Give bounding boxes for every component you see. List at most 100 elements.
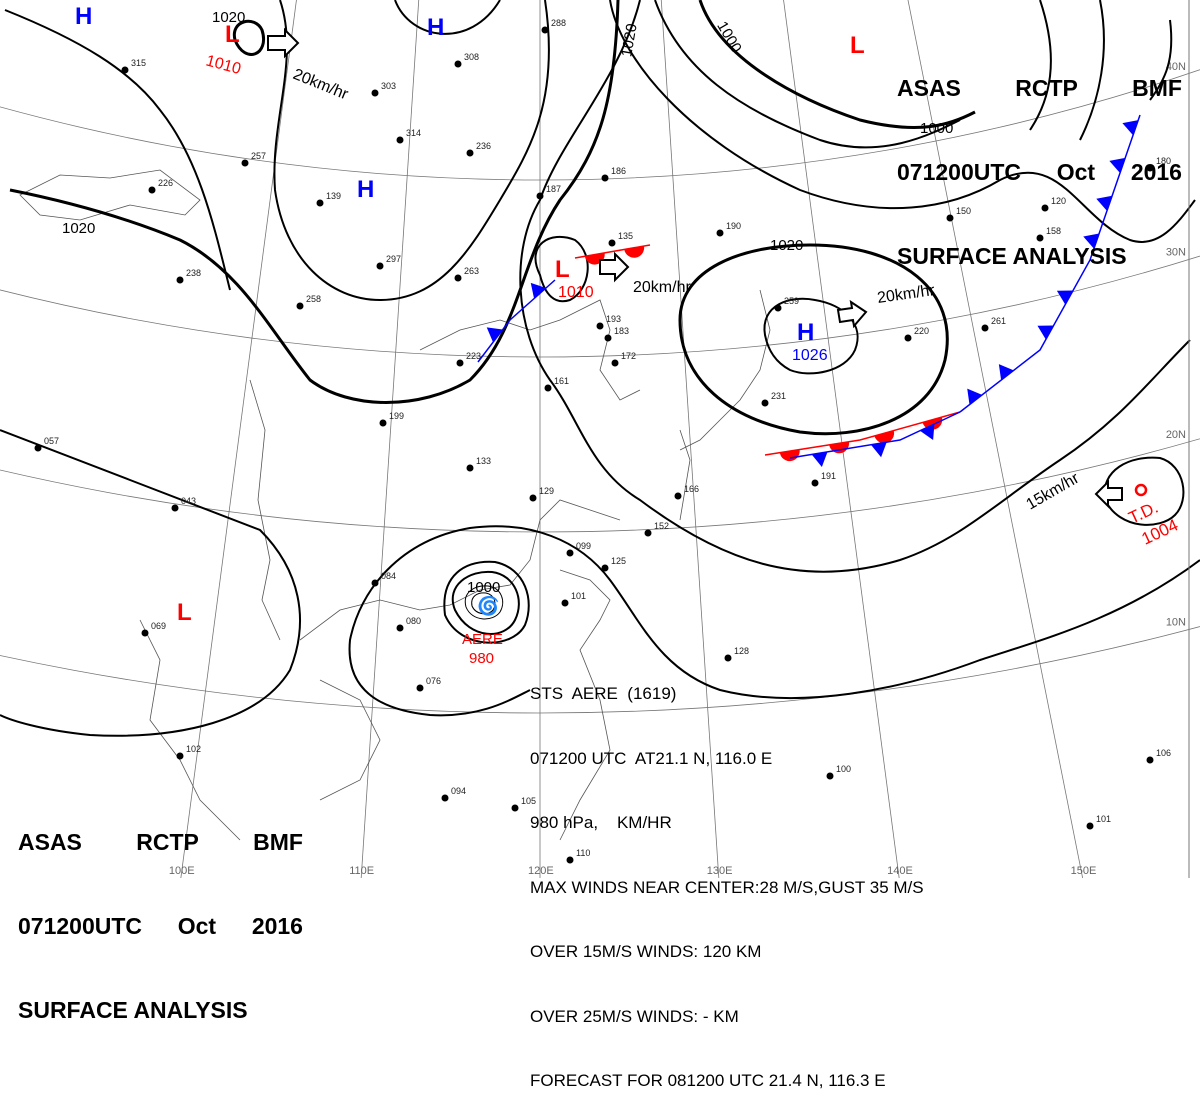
station-marker <box>1041 204 1049 212</box>
isobar-label: 1000 <box>920 120 953 137</box>
low-center: L <box>177 599 192 626</box>
depression-symbol-icon <box>1134 483 1148 497</box>
typhoon-info-line: FORECAST FOR 081200 UTC 21.4 N, 116.3 E <box>530 1071 886 1090</box>
station-pressure: 303 <box>381 81 396 91</box>
station-pressure: 231 <box>771 391 786 401</box>
isobar-label: 1020 <box>770 237 803 254</box>
high-pressure-value: 1026 <box>792 347 828 364</box>
station-pressure: 139 <box>326 191 341 201</box>
header-code: BMF <box>1132 75 1182 101</box>
typhoon-info-line: STS AERE (1619) <box>530 684 677 703</box>
station-marker <box>904 334 912 342</box>
station-marker <box>241 159 249 167</box>
station-marker <box>466 149 474 157</box>
longitude-line <box>180 0 297 878</box>
isobar-north-east-5 <box>1149 19 1173 101</box>
station-pressure: 172 <box>621 351 636 361</box>
cold-front-triangle <box>1096 195 1113 211</box>
station-pressure: 191 <box>821 471 836 481</box>
station-pressure: 259 <box>784 296 799 306</box>
isobar-label: 1000 <box>713 19 744 56</box>
station-marker <box>296 302 304 310</box>
station-pressure: 128 <box>734 646 749 656</box>
station-pressure: 297 <box>386 254 401 264</box>
station-marker <box>611 359 619 367</box>
station-marker <box>456 359 464 367</box>
station-pressure: 258 <box>306 294 321 304</box>
header-title: SURFACE ANALYSIS <box>897 243 1127 269</box>
high-center: H <box>357 176 374 203</box>
header-station: RCTP <box>1015 75 1078 101</box>
station-marker <box>379 419 387 427</box>
isobar-label: 1020 <box>212 9 245 26</box>
longitude-label: 150E <box>1071 865 1097 877</box>
cold-front-triangle <box>998 364 1014 381</box>
isobar-typhoon-1000 <box>451 570 520 635</box>
station-marker <box>644 529 652 537</box>
station-pressure: 125 <box>611 556 626 566</box>
station-pressure: 257 <box>251 151 266 161</box>
warm-front-semicircle <box>624 246 645 258</box>
station-marker <box>596 322 604 330</box>
station-marker <box>1036 234 1044 242</box>
station-pressure: 133 <box>476 456 491 466</box>
movement-speed: 20km/hr <box>291 66 352 104</box>
low-pressure-value: 1010 <box>204 52 243 78</box>
movement-arrow-icon <box>267 27 300 59</box>
station-marker <box>1086 822 1094 830</box>
lat-lon-grid: 10N 20N 30N 40N 100E 110E 120E 130E 140E 150E <box>0 0 1200 878</box>
typhoon-info-line: OVER 15M/S WINDS: 120 KM <box>530 942 762 961</box>
longitude-line <box>360 0 420 878</box>
station-pressure: 183 <box>614 326 629 336</box>
cold-front-triangle <box>486 327 503 343</box>
station-marker <box>148 186 156 194</box>
station-pressure: 101 <box>1096 814 1111 824</box>
station-pressure: 076 <box>426 676 441 686</box>
isobar-1000-top <box>698 0 976 129</box>
station-marker <box>946 214 954 222</box>
station-pressure: 199 <box>389 411 404 421</box>
station-pressure: 080 <box>406 616 421 626</box>
station-pressure: 099 <box>576 541 591 551</box>
cold-front-triangle <box>1109 157 1126 174</box>
typhoon-name: AERE <box>462 631 503 648</box>
station-marker <box>176 276 184 284</box>
station-pressure: 161 <box>554 376 569 386</box>
station-marker <box>811 479 819 487</box>
header-year: 2016 <box>1130 159 1182 185</box>
cold-front-triangle <box>530 282 547 299</box>
header-month: Oct <box>177 913 217 939</box>
isobar-north-east-4 <box>1079 0 1105 141</box>
station-pressure: 102 <box>186 744 201 754</box>
latitude-label: 30N <box>1166 247 1186 259</box>
station-marker <box>511 804 519 812</box>
header-month: Oct <box>1056 159 1096 185</box>
longitude-label: 130E <box>707 865 733 877</box>
longitude-line <box>783 0 900 878</box>
movement-speed: 20km/hr <box>633 279 691 296</box>
longitude-label: 140E <box>887 865 913 877</box>
station-pressure: 100 <box>836 764 851 774</box>
station-marker <box>826 772 834 780</box>
low-center: L <box>555 256 570 283</box>
station-pressure: 129 <box>539 486 554 496</box>
longitude-line <box>907 0 1084 878</box>
isobar-west-3 <box>394 0 501 35</box>
station-pressure: 043 <box>181 496 196 506</box>
movement-arrow-icon <box>836 299 868 329</box>
station-pressure: 101 <box>571 591 586 601</box>
warm-front-semicircle <box>779 449 800 462</box>
station-pressure: 236 <box>476 141 491 151</box>
station-marker <box>561 599 569 607</box>
movement-arrows <box>267 27 1123 509</box>
station-pressure: 158 <box>1046 226 1061 236</box>
movement-arrow-icon <box>599 251 630 283</box>
isobar-west-1 <box>273 0 550 302</box>
isobar-north-east-1 <box>654 0 961 149</box>
longitude-line <box>660 0 720 878</box>
station-marker <box>536 192 544 200</box>
station-marker <box>34 444 42 452</box>
station-marker <box>1146 164 1154 172</box>
typhoon-info-line: 071200 UTC AT21.1 N, 116.0 E <box>530 748 773 768</box>
station-marker <box>761 399 769 407</box>
